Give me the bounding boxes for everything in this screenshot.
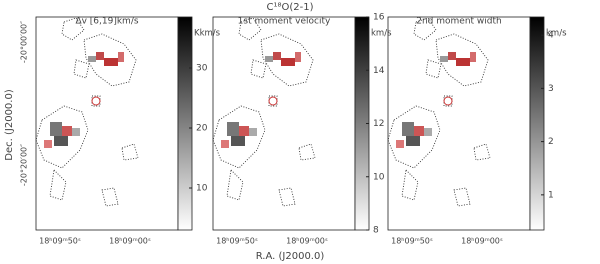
colorbar-tick-label: 10 [373, 172, 385, 182]
colorbar-tick-label: 2 [548, 137, 554, 147]
panel-title: 1st moment velocity [238, 17, 331, 27]
y-tick-label: -20°20′00″ [20, 144, 29, 186]
panel-title: 2nd moment width [416, 17, 501, 27]
map-panel-2 [212, 17, 316, 207]
x-tick-label: 18ʰ09ᵐ00ˢ [461, 237, 503, 246]
x-axis-label: R.A. (J2000.0) [256, 251, 325, 262]
colorbar-label: km/s [371, 29, 392, 39]
colorbar-tick-label: 4 [548, 31, 554, 41]
colorbar-tick-label: 1 [548, 190, 554, 200]
colorbar-tick-label: 20 [196, 124, 208, 134]
x-tick-label: 18ʰ09ᵐ50ˢ [39, 237, 81, 246]
colorbar-tick-label: 14 [373, 66, 385, 76]
colorbar [529, 16, 545, 231]
colorbar-tick-label: 8 [373, 226, 379, 236]
y-tick-label: -20°00′00″ [20, 21, 29, 63]
colorbar-tick-label: 30 [196, 64, 208, 74]
colorbar [177, 16, 193, 231]
y-axis-label: Dec. (J2000.0) [4, 89, 15, 161]
x-tick-label: 18ʰ09ᵐ50ˢ [216, 237, 258, 246]
map-panel-1 [35, 17, 139, 207]
panel-title: Δv [6,19]km/s [75, 17, 138, 27]
x-tick-label: 18ʰ09ᵐ00ˢ [286, 237, 328, 246]
x-tick-label: 18ʰ09ᵐ50ˢ [391, 237, 433, 246]
colorbar-tick-label: 3 [548, 84, 554, 94]
colorbar-tick-label: 16 [373, 13, 385, 23]
colorbar-label: Kkm/s [194, 29, 221, 39]
colorbar-tick-label: 10 [196, 184, 208, 194]
map-panel-3 [387, 17, 491, 207]
figure-title: C¹⁸O(2-1) [266, 2, 313, 13]
colorbar-label: km/s [546, 29, 567, 39]
colorbar-tick-label: 12 [373, 119, 384, 129]
x-tick-label: 18ʰ09ᵐ00ˢ [109, 237, 151, 246]
